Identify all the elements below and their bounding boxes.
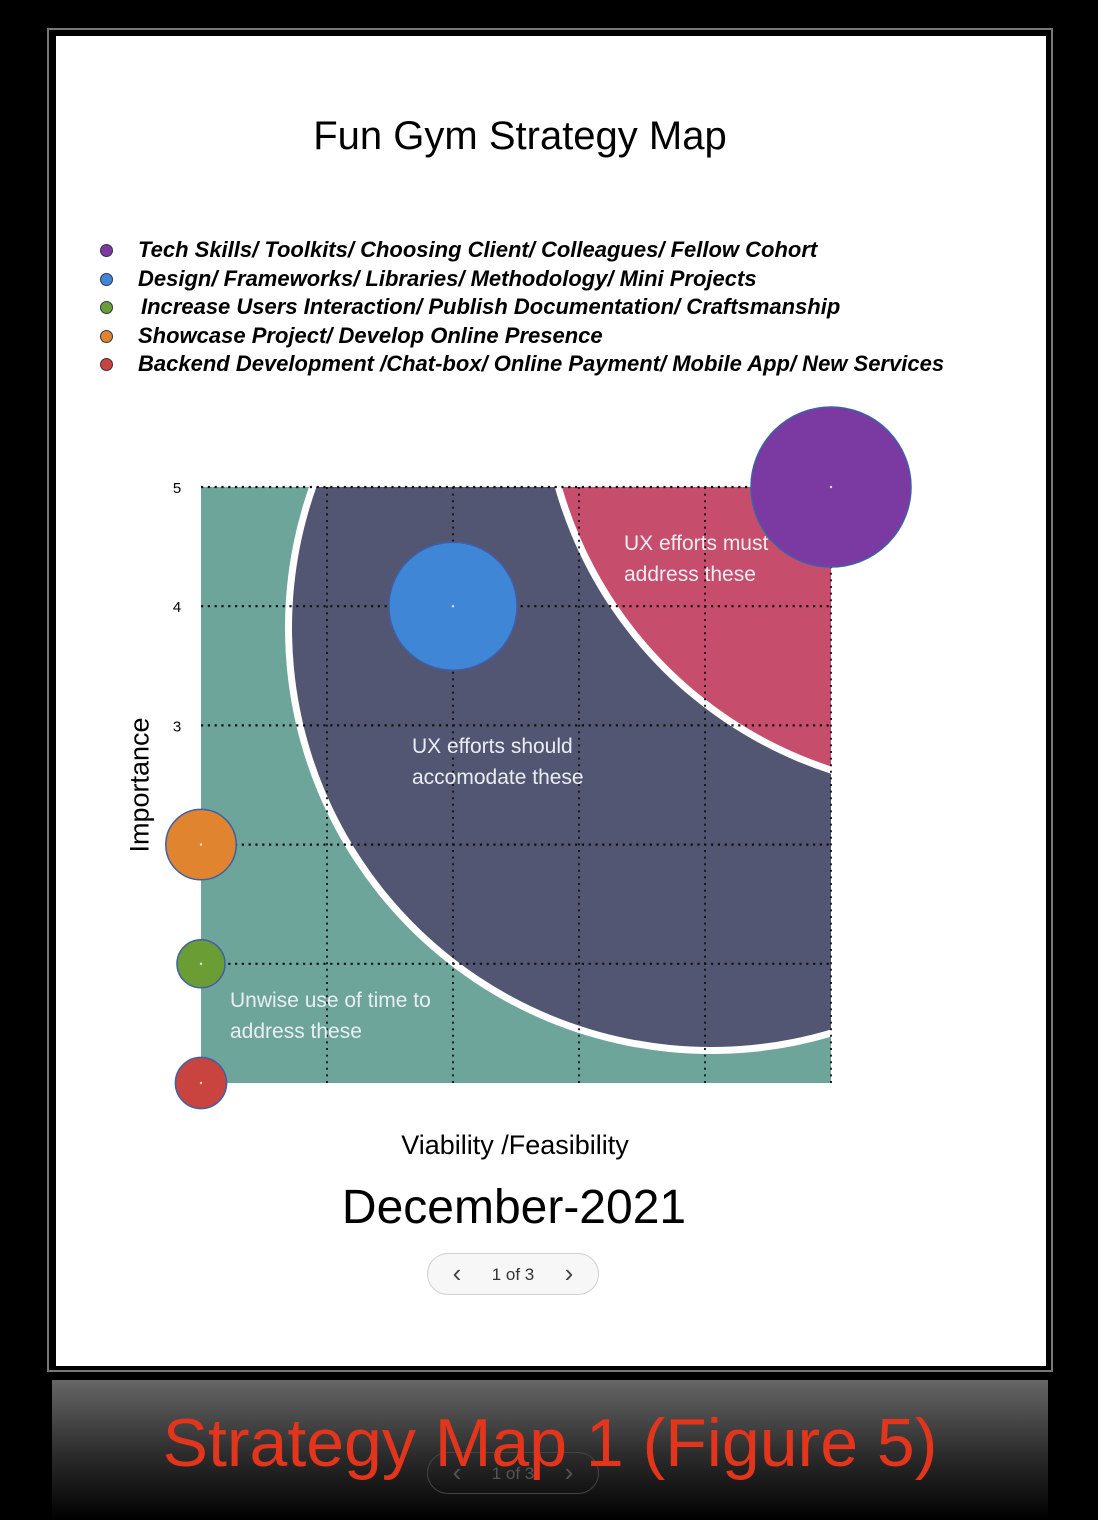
y-tick-label: 4 — [173, 599, 181, 616]
region-mid-label: UX efforts should accomodate these — [412, 735, 584, 789]
legend-label: Increase Users Interaction/ Publish Docu… — [141, 294, 841, 319]
region-labels: UX efforts must address these UX efforts … — [230, 532, 768, 1043]
date-label: December-2021 — [341, 1181, 687, 1234]
region-high-label: UX efforts must address these — [624, 532, 768, 586]
y-axis-label: Importance — [124, 717, 155, 853]
bubble-center — [199, 962, 203, 965]
legend-dot-icon — [100, 272, 113, 286]
page-navigator: ‹ 1 of 3 › — [427, 1253, 599, 1295]
legend-label: Backend Development /Chat-box/ Online Pa… — [138, 351, 945, 376]
bubble-center — [451, 605, 455, 608]
x-axis-label: Viability /Feasibility — [401, 1130, 629, 1160]
legend-dot-icon — [100, 301, 113, 314]
caption-bar — [52, 1380, 1048, 1520]
figure-caption: Strategy Map 1 (Figure 5) — [162, 1405, 938, 1481]
region-high — [562, 487, 831, 767]
region-mid-line1: UX efforts should — [412, 735, 573, 758]
ghost-prev-icon: ‹ — [452, 1457, 462, 1487]
region-low-line2: address these — [230, 1020, 362, 1043]
legend-label: Showcase Project/ Develop Online Presenc… — [138, 322, 603, 348]
next-page-button[interactable]: › — [564, 1258, 574, 1288]
legend-dot-icon — [100, 329, 113, 343]
y-tick-label: 5 — [173, 480, 181, 497]
legend-dot-icon — [100, 358, 113, 371]
region-low-label: Unwise use of time to address these — [230, 989, 431, 1043]
y-ticks: 3 4 5 — [173, 480, 181, 735]
region-low-line1: Unwise use of time to — [230, 989, 431, 1012]
ghost-page-indicator: 1 of 3 — [491, 1464, 535, 1483]
chart-title: Fun Gym Strategy Map — [313, 114, 727, 158]
bubbles — [165, 406, 912, 1110]
legend-label: Tech Skills/ Toolkits/ Choosing Client/ … — [138, 237, 818, 262]
legend-dot-icon — [100, 244, 113, 257]
legend-label: Design/ Frameworks/ Libraries/ Methodolo… — [138, 265, 757, 291]
bubble-center — [829, 485, 833, 489]
region-high-line1: UX efforts must — [624, 532, 768, 555]
bubble-center — [199, 1081, 203, 1085]
prev-page-button[interactable]: ‹ — [452, 1258, 462, 1288]
bubble-center — [199, 843, 203, 846]
ghost-next-icon: › — [564, 1457, 574, 1487]
region-high-line2: address these — [624, 563, 756, 586]
y-tick-label: 3 — [173, 718, 181, 735]
ghost-page-navigator: ‹ 1 of 3 › — [427, 1452, 599, 1494]
page-indicator: 1 of 3 — [491, 1265, 535, 1284]
region-mid-line2: accomodate these — [412, 766, 584, 789]
